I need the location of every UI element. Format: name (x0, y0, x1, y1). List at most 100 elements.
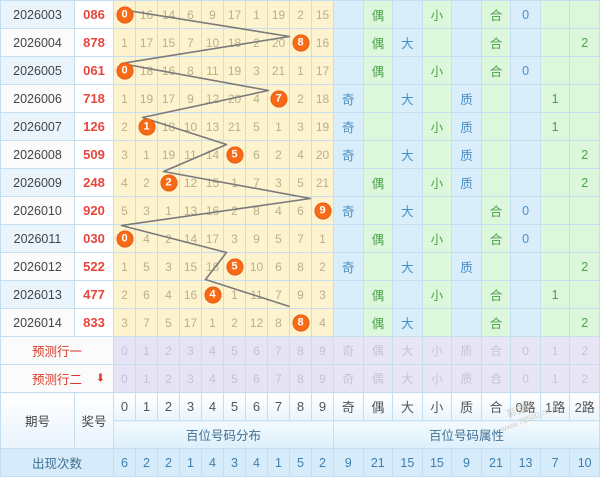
digit-cell: 2 (223, 308, 246, 337)
prediction-digit-cell[interactable]: 9 (311, 336, 334, 365)
prediction-digit-cell[interactable]: 3 (179, 364, 202, 393)
prediction-digit-cell[interactable]: 9 (311, 364, 334, 393)
prediction-digit-cell[interactable]: 7 (267, 364, 290, 393)
prediction-attr-cell[interactable]: 奇 (333, 336, 364, 365)
digit-cell: 55 (223, 140, 246, 169)
prediction-digit-cell[interactable]: 6 (245, 364, 268, 393)
digit-cell: 19 (157, 140, 180, 169)
digit-cell: 18 (135, 56, 158, 85)
prediction-digit-cell[interactable]: 2 (157, 364, 180, 393)
digit-cell: 44 (201, 280, 224, 309)
footer-attr-header[interactable]: 偶 (362, 392, 394, 421)
issue-cell: 2026003 (0, 0, 75, 29)
prediction-attr-cell[interactable]: 质 (451, 336, 482, 365)
arrow-down-icon[interactable]: ⬇ (95, 372, 105, 384)
digit-cell: 7 (245, 168, 268, 197)
digit-cell: 19 (135, 84, 158, 113)
table-row: 202600506100181681119321117偶小合0 (0, 56, 600, 85)
prediction-attr-cell[interactable]: 小 (421, 336, 453, 365)
footer-digit-header[interactable]: 5 (223, 392, 246, 421)
prediction-label: 预测行一 (0, 336, 114, 365)
attr-cell: 2 (569, 140, 600, 169)
attr-cell (539, 252, 571, 281)
attr-cell: 2 (569, 28, 600, 57)
digit-cell: 1 (223, 280, 246, 309)
attr-cell: 偶 (362, 168, 394, 197)
prediction-attr-cell[interactable]: 大 (392, 336, 423, 365)
attr-cell (480, 112, 512, 141)
digit-cell: 17 (135, 28, 158, 57)
prediction-digit-cell[interactable]: 5 (223, 364, 246, 393)
footer-digit-header[interactable]: 0 (113, 392, 136, 421)
prediction-attr-cell[interactable]: 大 (392, 364, 423, 393)
attr-cell: 奇 (333, 84, 364, 113)
prediction-attr-cell[interactable]: 偶 (362, 364, 394, 393)
attr-cell (451, 224, 482, 253)
prediction-attr-cell[interactable]: 偶 (362, 336, 394, 365)
digit-cell: 13 (179, 196, 202, 225)
prediction-attr-cell[interactable]: 奇 (333, 364, 364, 393)
digit-count-cell: 2 (157, 448, 180, 477)
footer-digit-header[interactable]: 6 (245, 392, 268, 421)
prediction-attr-cell[interactable]: 0 (510, 336, 541, 365)
footer-attr-header[interactable]: 2路 (569, 392, 600, 421)
digit-cell: 10 (179, 112, 202, 141)
footer-attr-header[interactable]: 1路 (539, 392, 571, 421)
prediction-digit-cell[interactable]: 4 (201, 336, 224, 365)
prediction-attr-cell[interactable]: 1 (539, 336, 571, 365)
footer-digit-header[interactable]: 8 (289, 392, 312, 421)
prediction-digit-cell[interactable]: 8 (289, 364, 312, 393)
footer-digit-header[interactable]: 4 (201, 392, 224, 421)
footer-attr-header[interactable]: 0路 (510, 392, 541, 421)
prize-cell: 477 (74, 280, 114, 309)
footer-digit-header[interactable]: 9 (311, 392, 334, 421)
footer-digit-header[interactable]: 3 (179, 392, 202, 421)
footer-digit-header[interactable]: 2 (157, 392, 180, 421)
prediction-attr-cell[interactable]: 1 (539, 364, 571, 393)
digit-cell: 1 (157, 196, 180, 225)
digit-cell: 3 (157, 252, 180, 281)
prediction-digit-cell[interactable]: 6 (245, 336, 268, 365)
digit-cell: 2 (135, 168, 158, 197)
prediction-digit-cell[interactable]: 1 (135, 364, 158, 393)
attr-cell: 质 (451, 252, 482, 281)
footer-attr-header[interactable]: 合 (480, 392, 512, 421)
prediction-digit-cell[interactable]: 1 (135, 336, 158, 365)
prediction-attr-cell[interactable]: 2 (569, 336, 600, 365)
prediction-row[interactable]: 预测行二 ⬇ 0 1 2 3 4 5 6 7 8 9 奇偶大小质合 0 1 2 (0, 364, 600, 393)
attr-cell (421, 28, 453, 57)
footer-attr-header[interactable]: 小 (421, 392, 453, 421)
count-label: 出现次数 (0, 448, 114, 477)
footer-attr-header[interactable]: 质 (451, 392, 482, 421)
prediction-digit-cell[interactable]: 8 (289, 336, 312, 365)
prediction-attr-cell[interactable]: 0 (510, 364, 541, 393)
footer-digit-header[interactable]: 1 (135, 392, 158, 421)
digit-cell: 8 (267, 308, 290, 337)
prediction-digit-cell[interactable]: 4 (201, 364, 224, 393)
prediction-attr-cell[interactable]: 合 (480, 336, 512, 365)
prediction-attr-cell[interactable]: 质 (451, 364, 482, 393)
prediction-digit-cell[interactable]: 2 (157, 336, 180, 365)
prediction-digit-cell[interactable]: 0 (113, 364, 136, 393)
digit-cell: 88 (289, 28, 312, 57)
prediction-attr-cell[interactable]: 2 (569, 364, 600, 393)
prediction-row[interactable]: 预测行一 0 1 2 3 4 5 6 7 8 9 奇偶大小质合 0 1 2 (0, 336, 600, 365)
prediction-digit-cell[interactable]: 7 (267, 336, 290, 365)
attr-cell: 2 (569, 168, 600, 197)
footer-digit-header[interactable]: 7 (267, 392, 290, 421)
digit-cell: 13 (201, 112, 224, 141)
footer-attr-header[interactable]: 奇 (333, 392, 364, 421)
prediction-digit-cell[interactable]: 0 (113, 336, 136, 365)
prediction-digit-cell[interactable]: 3 (179, 336, 202, 365)
prediction-attr-cell[interactable]: 合 (480, 364, 512, 393)
attr-cell: 奇 (333, 252, 364, 281)
attr-cell (539, 196, 571, 225)
attr-cell: 2 (569, 252, 600, 281)
attr-cell (362, 196, 394, 225)
attr-cell: 大 (392, 28, 423, 57)
prediction-attr-cell[interactable]: 小 (421, 364, 453, 393)
attr-cell (569, 0, 600, 29)
footer-attr-header[interactable]: 大 (392, 392, 423, 421)
prediction-digit-cell[interactable]: 5 (223, 336, 246, 365)
attr-count-cell: 15 (421, 448, 453, 477)
